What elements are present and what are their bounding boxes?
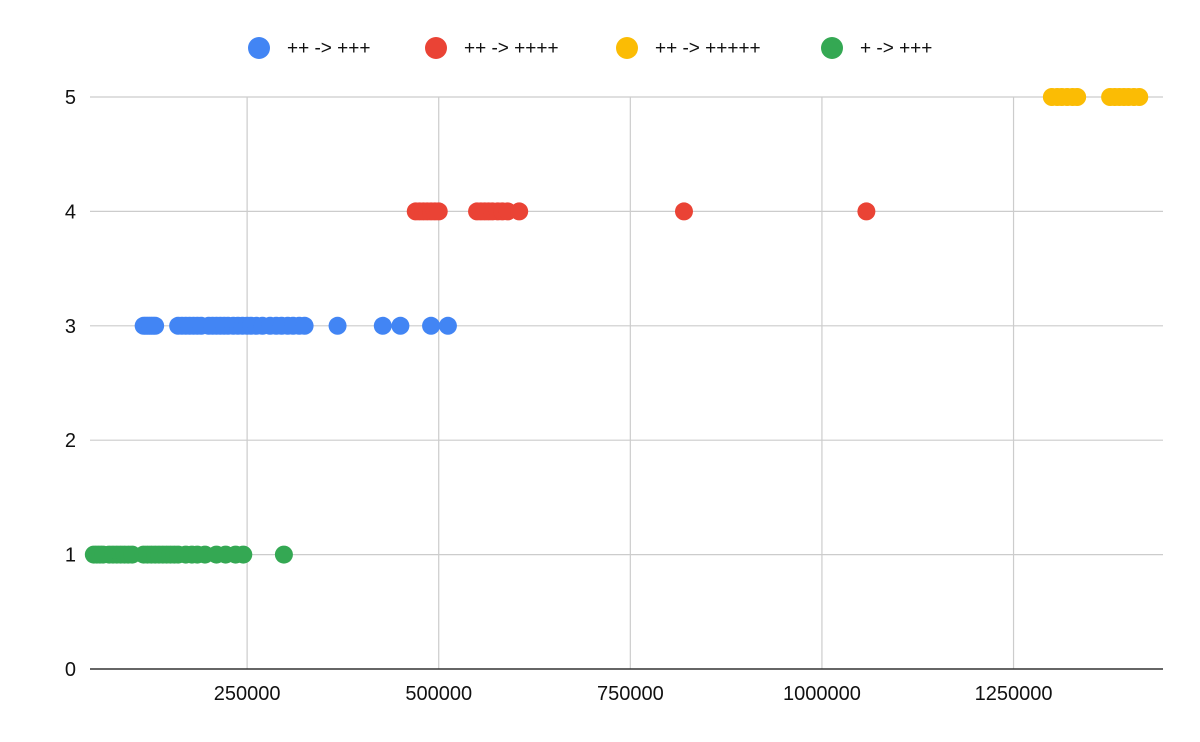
y-tick-label: 3 <box>65 316 76 338</box>
data-point <box>674 202 693 221</box>
y-tick-label: 2 <box>65 430 76 452</box>
data-point <box>391 316 410 335</box>
data-point <box>857 202 876 221</box>
y-axis: 0 1 2 3 4 5 <box>65 87 76 681</box>
x-tick-label: 250000 <box>214 683 281 705</box>
x-tick-label: 1250000 <box>975 683 1053 705</box>
data-point <box>328 316 347 335</box>
data-point <box>295 316 314 335</box>
chart-gridlines <box>90 96 1163 669</box>
data-point <box>1068 88 1087 106</box>
data-point <box>422 316 441 335</box>
legend-label: ++ -> ++++ <box>464 38 559 59</box>
chart-legend: ++ -> +++ ++ -> ++++ ++ -> +++++ + -> +++ <box>248 37 932 59</box>
x-axis: 250000 500000 750000 1000000 1250000 <box>90 668 1163 705</box>
legend-label: + -> +++ <box>860 38 932 59</box>
y-tick-label: 0 <box>65 659 76 681</box>
legend-label: ++ -> +++++ <box>655 38 761 59</box>
legend-item: ++ -> +++++ <box>616 37 761 59</box>
data-point <box>1130 88 1149 106</box>
y-tick-label: 4 <box>65 201 76 223</box>
x-tick-label: 1000000 <box>783 683 861 705</box>
data-point <box>438 316 457 335</box>
data-point <box>234 545 253 564</box>
data-point <box>429 202 448 221</box>
x-tick-label: 750000 <box>597 683 664 705</box>
y-tick-label: 1 <box>65 545 76 567</box>
data-point <box>274 545 293 564</box>
legend-marker-icon <box>425 37 447 59</box>
data-point <box>510 202 529 221</box>
data-point <box>146 316 165 335</box>
legend-marker-icon <box>248 37 270 59</box>
legend-label: ++ -> +++ <box>287 38 370 59</box>
data-point <box>373 316 392 335</box>
data-points <box>84 88 1149 564</box>
x-tick-label: 500000 <box>405 683 472 705</box>
legend-item: ++ -> ++++ <box>425 37 559 59</box>
legend-item: ++ -> +++ <box>248 37 370 59</box>
legend-marker-icon <box>821 37 843 59</box>
legend-marker-icon <box>616 37 638 59</box>
legend-item: + -> +++ <box>821 37 932 59</box>
y-tick-label: 5 <box>65 87 76 109</box>
